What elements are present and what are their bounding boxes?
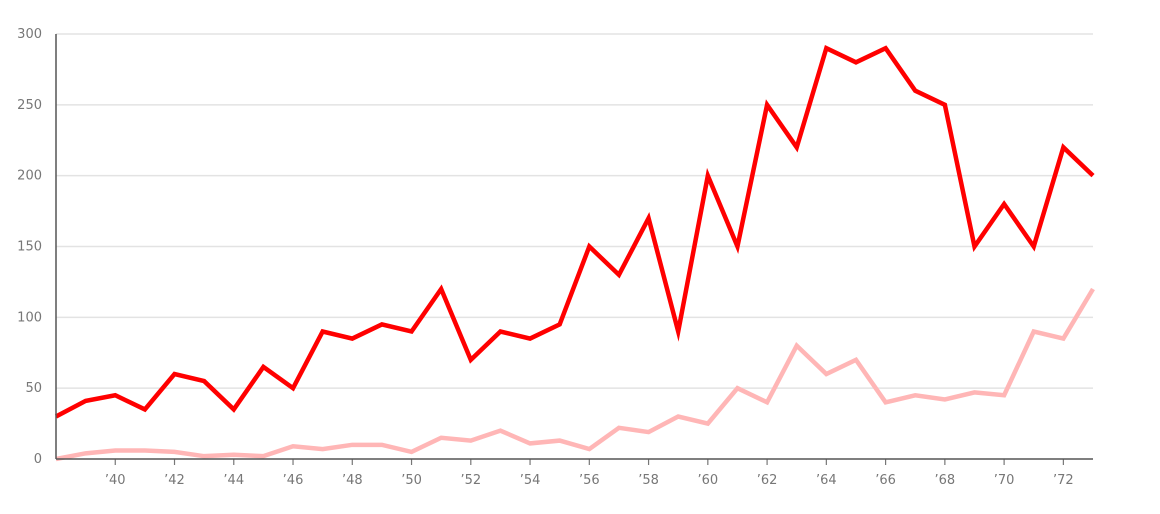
grid-lines <box>56 33 1093 389</box>
axes <box>55 34 1093 460</box>
x-tick-label: ’70 <box>994 473 1015 488</box>
x-tick-label: ’66 <box>875 473 896 488</box>
x-tick-label: ’48 <box>342 473 363 488</box>
x-tick-label: ’72 <box>1053 473 1074 488</box>
series-line-2 <box>55 287 1095 462</box>
y-tick-label: 0 <box>34 452 42 467</box>
x-tick-label: ’42 <box>164 473 185 488</box>
x-tick-label: ’40 <box>105 473 126 488</box>
x-tick-label: ’60 <box>697 473 718 488</box>
series-lines <box>54 45 1095 462</box>
y-tick-label: 200 <box>17 169 42 184</box>
x-tick-label: ’68 <box>935 473 956 488</box>
x-tick-label: ’54 <box>520 473 541 488</box>
x-tick-label: ’62 <box>757 473 778 488</box>
x-tick-label: ’50 <box>401 473 422 488</box>
series-line-1 <box>54 45 1095 419</box>
x-tick-label: ’46 <box>283 473 304 488</box>
y-tick-label: 250 <box>17 98 42 113</box>
x-tick-label: ’58 <box>638 473 659 488</box>
x-tick-label: ’64 <box>816 473 837 488</box>
y-tick-label: 150 <box>17 240 42 255</box>
x-tick-label: ’56 <box>579 473 600 488</box>
x-tick-label: ’52 <box>460 473 481 488</box>
x-tick-label: ’44 <box>223 473 244 488</box>
x-axis-ticks: ’40 ’42 ’44 ’46 ’48 ’50 ’52 ’54 ’56 ’58 ’60 ’62 ’64 ’… <box>105 459 1074 488</box>
y-tick-label: 300 <box>17 27 42 42</box>
y-tick-label: 50 <box>25 381 42 396</box>
y-tick-label: 100 <box>17 310 42 325</box>
y-axis-ticks: 0 50 100 150 200 250 300 <box>17 27 42 467</box>
